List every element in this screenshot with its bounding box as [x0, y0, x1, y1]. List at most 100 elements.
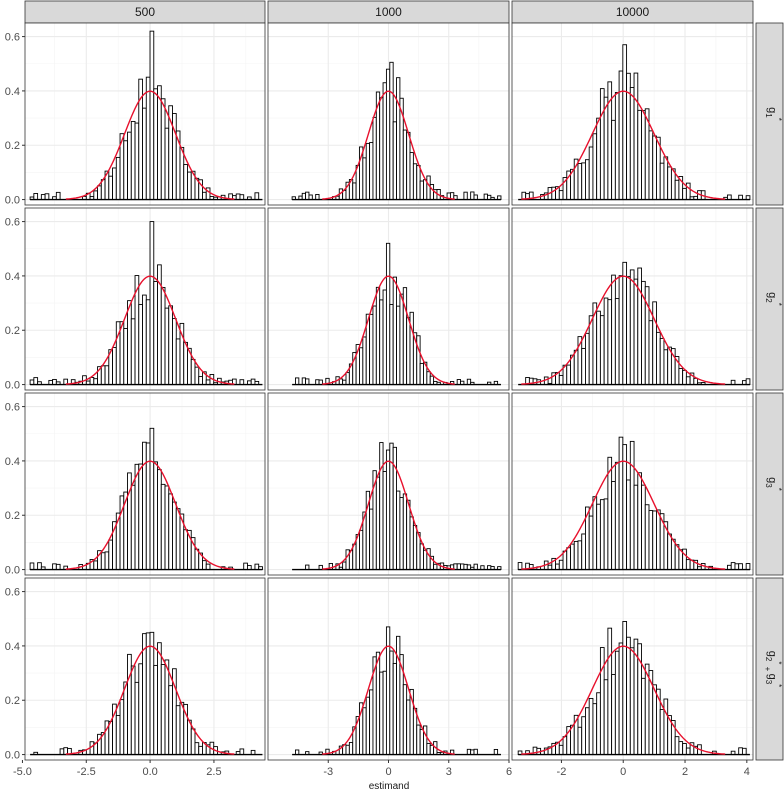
histogram-bar: [145, 76, 151, 201]
y-tick-label: 0.2: [5, 695, 20, 707]
histogram-bar: [187, 171, 192, 201]
histogram-bar: [164, 127, 170, 201]
row-strip-label: g2* + g3*: [763, 651, 783, 688]
histogram-bar: [235, 193, 241, 201]
histogram-bar: [168, 493, 173, 571]
histogram-bar: [652, 510, 657, 571]
histogram-bar: [392, 662, 397, 756]
histogram-bar: [175, 705, 181, 756]
histogram-bar: [648, 320, 654, 386]
density-curve: [65, 460, 235, 570]
histogram-bar: [685, 182, 691, 201]
histogram-bar: [190, 358, 196, 386]
histogram-bar: [603, 297, 609, 386]
histogram-bar: [614, 650, 620, 756]
histogram-bar: [674, 736, 680, 756]
histogram-bar: [622, 444, 628, 571]
histogram-bar: [365, 696, 371, 756]
histogram-bar: [375, 476, 381, 571]
histogram-bar: [663, 349, 669, 386]
histogram-bar: [172, 501, 177, 571]
row-strip-2: [755, 392, 784, 576]
y-tick-label: 0.6: [5, 402, 20, 414]
histogram-bar: [566, 547, 571, 571]
histogram-bar: [396, 305, 401, 386]
histogram-bar: [115, 156, 121, 201]
histogram-bar: [551, 186, 557, 201]
row-strip-label-part: *: [774, 488, 783, 491]
histogram-bar: [738, 747, 743, 756]
histogram-bar: [369, 508, 374, 571]
row-strip-1: [755, 207, 784, 391]
histogram-bar: [301, 192, 307, 201]
histogram-bar: [626, 276, 631, 386]
histogram-bar: [382, 471, 387, 571]
histogram-bar: [596, 692, 601, 756]
panel-r1-c1: [267, 207, 510, 391]
histogram-bar: [685, 376, 691, 386]
histogram-bar: [365, 142, 371, 201]
histogram-bar: [599, 88, 605, 201]
histogram-bar: [734, 563, 740, 571]
panel-border: [24, 22, 266, 206]
histogram-bar: [644, 504, 650, 571]
histogram-bar: [585, 159, 590, 201]
row-strip-label-part: g: [766, 651, 778, 657]
density-curve: [521, 645, 726, 755]
histogram-bar: [603, 679, 609, 756]
histogram-bar: [618, 436, 624, 571]
histogram-bar: [104, 551, 110, 571]
histogram-bar: [678, 741, 684, 756]
histogram-bar: [745, 378, 751, 386]
histogram-bar: [112, 167, 117, 201]
histogram-bar: [648, 130, 654, 201]
histogram-bar: [369, 142, 374, 201]
histogram-bar: [573, 540, 579, 571]
row-strip-3: [755, 577, 784, 761]
histogram-bar: [667, 166, 672, 201]
histogram-bar: [179, 146, 185, 201]
histogram-bar: [652, 135, 657, 201]
histogram-bar: [142, 107, 147, 201]
histogram-bar: [626, 479, 631, 571]
histogram-bar: [168, 305, 173, 386]
histogram-bar: [119, 321, 125, 386]
histogram-bar: [382, 289, 387, 386]
row-strip-label-part: g: [766, 107, 778, 113]
histogram-bar: [239, 748, 245, 756]
histogram-bar: [626, 636, 631, 756]
density-curve: [322, 275, 455, 385]
histogram-bar: [305, 378, 310, 386]
histogram-bar: [392, 121, 397, 201]
histogram-bar: [656, 509, 661, 571]
histogram-bar: [652, 684, 657, 756]
histogram-bar: [345, 372, 350, 386]
histogram-bar: [611, 274, 616, 386]
row-strip-label-part: g: [766, 674, 778, 680]
histogram-bar: [52, 563, 57, 571]
histogram-bar: [419, 728, 424, 756]
histogram-bar: [372, 305, 377, 386]
histogram-bar: [614, 461, 620, 571]
histogram-bar: [93, 190, 99, 201]
histogram-bar: [348, 742, 354, 756]
histogram-bar: [392, 276, 397, 386]
histogram-bar: [97, 185, 102, 201]
histogram-bar: [558, 559, 564, 571]
x-tick-label: 3: [446, 766, 452, 778]
histogram-bar: [674, 179, 680, 201]
histogram-bar: [641, 677, 646, 756]
histogram-bar: [667, 533, 672, 571]
histogram-bar: [555, 563, 560, 571]
histogram-bar: [426, 371, 431, 386]
histogram-bar: [603, 96, 609, 201]
histogram-bar: [100, 179, 106, 201]
histogram-bar: [172, 318, 177, 386]
histogram-bar: [164, 307, 170, 386]
histogram-bar: [456, 563, 461, 571]
y-tick-label: 0.6: [5, 32, 20, 44]
panel-border: [511, 577, 754, 761]
row-strip-label-part: 2: [764, 657, 773, 662]
histogram-bar: [164, 659, 170, 756]
